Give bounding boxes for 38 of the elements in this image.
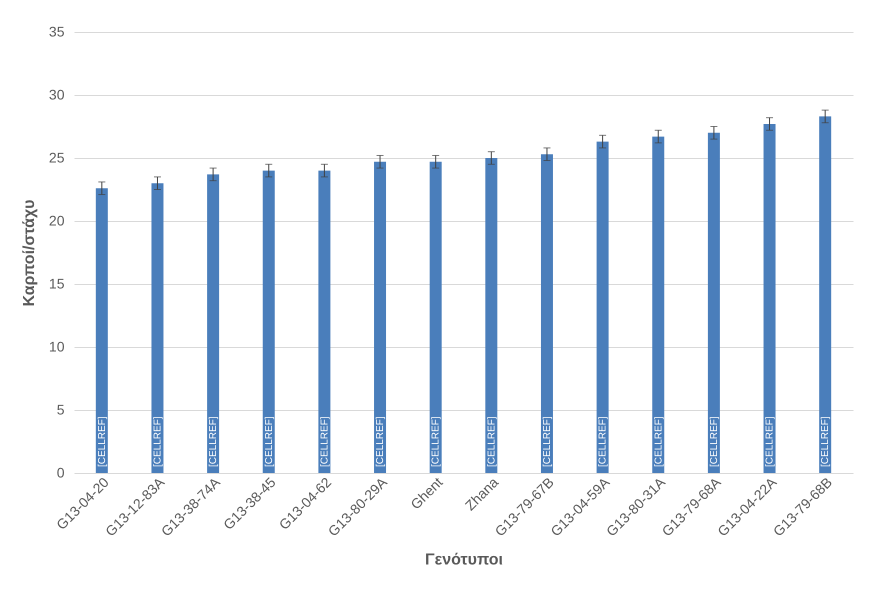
data-label: [CELLREF]	[653, 416, 664, 467]
data-label: [CELLREF]	[764, 416, 776, 467]
y-tick-label: 35	[48, 24, 65, 40]
bar	[652, 136, 664, 473]
bar	[374, 162, 386, 473]
y-tick-label: 30	[48, 86, 65, 102]
data-label: [CELLREF]	[264, 416, 275, 467]
bar	[262, 170, 275, 473]
data-label: [CELLREF]	[96, 416, 108, 467]
y-tick-label: 10	[48, 338, 65, 354]
bar	[819, 116, 832, 473]
bar	[485, 158, 498, 473]
bar	[430, 162, 442, 473]
data-label: [CELLREF]	[598, 416, 609, 467]
bar	[96, 188, 108, 473]
y-tick-label: 0	[56, 464, 65, 480]
bar	[540, 154, 553, 473]
bar	[596, 142, 609, 473]
bar	[207, 174, 220, 473]
y-tick-label: 15	[48, 276, 65, 292]
data-label: [CELLREF]	[375, 416, 386, 467]
y-tick-label: 5	[56, 402, 65, 418]
bar	[318, 170, 330, 473]
bar	[151, 183, 164, 473]
data-label: [CELLREF]	[820, 416, 832, 467]
data-label: [CELLREF]	[430, 416, 442, 467]
data-label: [CELLREF]	[208, 416, 220, 467]
data-label: [CELLREF]	[152, 416, 164, 467]
data-label: [CELLREF]	[486, 416, 498, 467]
y-tick-label: 25	[48, 150, 65, 166]
data-label: [CELLREF]	[319, 416, 330, 467]
bar	[708, 132, 720, 473]
x-axis-title: Γενότυποι	[425, 551, 503, 568]
data-label: [CELLREF]	[542, 416, 553, 467]
y-axis-title: Καρποί/στάχυ	[20, 200, 38, 306]
y-tick-label: 20	[48, 212, 65, 228]
data-label: [CELLREF]	[708, 416, 720, 467]
bar	[764, 124, 776, 473]
